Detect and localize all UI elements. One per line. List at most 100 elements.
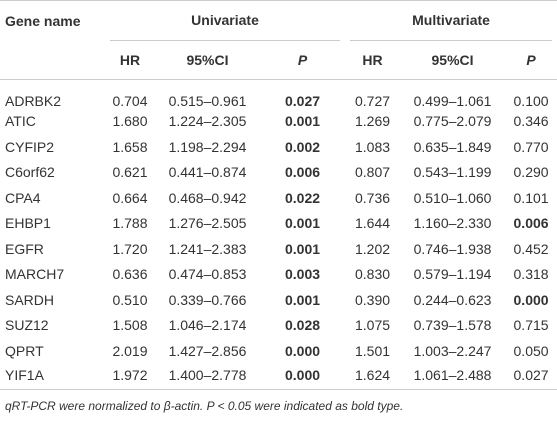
header-cell: Univariate xyxy=(110,1,341,41)
cell: 0.318 xyxy=(513,266,549,283)
cell: 0.664 xyxy=(112,189,148,206)
cell: 0.830 xyxy=(355,266,391,283)
cell: 0.474–0.853 xyxy=(168,266,247,283)
cell: 0.499–1.061 xyxy=(413,92,492,109)
cell: 1.972 xyxy=(112,367,148,383)
cell: 1.160–2.330 xyxy=(413,215,492,232)
cell: 1.720 xyxy=(112,240,148,257)
cell: 1.241–2.383 xyxy=(168,240,247,257)
cell: 0.002 xyxy=(284,138,321,155)
table-row: YIF1A 1.972 1.400–2.778 0.000 1.624 1.061–2.4… xyxy=(0,364,557,389)
cell: 1.198–2.294 xyxy=(168,138,247,155)
cell: 0.006 xyxy=(284,164,321,181)
cell: 1.269 xyxy=(355,113,391,130)
gene-name: CPA4 xyxy=(5,189,41,206)
cell: 0.028 xyxy=(284,317,321,334)
gene-name: YIF1A xyxy=(5,367,44,383)
cell: 0.510 xyxy=(112,291,148,308)
header-cell xyxy=(0,41,105,79)
cell: 0.022 xyxy=(284,189,321,206)
header-cell: 95%CI xyxy=(431,51,474,68)
cell: 0.003 xyxy=(284,266,321,283)
results-table: Gene name Univariate Multivariate HR 95%C… xyxy=(0,0,557,389)
cell: 0.000 xyxy=(284,342,321,359)
cell: 0.290 xyxy=(513,164,549,181)
table-header: Gene name Univariate Multivariate HR 95%C… xyxy=(0,0,557,79)
header-group: Multivariate xyxy=(345,1,557,41)
cell: 0.775–2.079 xyxy=(413,113,492,130)
gene-name: ATIC xyxy=(5,113,36,130)
cell: 0.727 xyxy=(355,92,391,109)
cell: 1.624 xyxy=(355,367,391,383)
cell: 0.001 xyxy=(284,291,321,308)
gene-name: SARDH xyxy=(5,291,55,308)
group-header-row: Gene name Univariate Multivariate xyxy=(0,0,557,41)
cell: 0.452 xyxy=(513,240,549,257)
cell: 0.579–1.194 xyxy=(413,266,492,283)
cell: 1.508 xyxy=(112,317,148,334)
header-cell: Multivariate xyxy=(350,1,553,41)
cell: 0.704 xyxy=(112,92,148,109)
cell: 1.046–2.174 xyxy=(168,317,247,334)
table-row: CPA4 0.664 0.468–0.942 0.022 0.736 0.510–1.06… xyxy=(0,185,557,211)
header-cell: P xyxy=(526,51,536,68)
cell: 0.100 xyxy=(513,92,549,109)
cell: 1.680 xyxy=(112,113,148,130)
cell: 1.658 xyxy=(112,138,148,155)
cell: 1.276–2.505 xyxy=(168,215,247,232)
cell: 0.739–1.578 xyxy=(413,317,492,334)
cell: 0.001 xyxy=(284,240,321,257)
gene-name: EHBP1 xyxy=(5,215,51,232)
cell: 1.083 xyxy=(355,138,391,155)
table-row: MARCH7 0.636 0.474–0.853 0.003 0.830 0.579–1.… xyxy=(0,262,557,288)
table-row: EHBP1 1.788 1.276–2.505 0.001 1.644 1.160–2.3… xyxy=(0,211,557,237)
cell: 0.441–0.874 xyxy=(168,164,247,181)
table-row: SUZ12 1.508 1.046–2.174 0.028 1.075 0.739–1.5… xyxy=(0,313,557,339)
cell: 0.770 xyxy=(513,138,549,155)
gene-name: CYFIP2 xyxy=(5,138,55,155)
table-row: ATIC 1.680 1.224–2.305 0.001 1.269 0.775–2.07… xyxy=(0,109,557,135)
cell: 0.390 xyxy=(355,291,391,308)
sub-header-row: HR 95%CI P HR 95%CI P xyxy=(0,41,557,79)
cell: 0.635–1.849 xyxy=(413,138,492,155)
table-row: CYFIP2 1.658 1.198–2.294 0.002 1.083 0.635–1.… xyxy=(0,134,557,160)
cell: 0.746–1.938 xyxy=(413,240,492,257)
cell: 0.027 xyxy=(284,92,321,109)
header-group: Univariate xyxy=(105,1,345,41)
gene-name: MARCH7 xyxy=(5,266,65,283)
table-row: ADRBK2 0.704 0.515–0.961 0.027 0.727 0.499–1.… xyxy=(0,79,557,109)
gene-name: SUZ12 xyxy=(5,317,49,334)
gene-name: ADRBK2 xyxy=(5,92,62,109)
cell: 0.050 xyxy=(513,342,549,359)
cell: 0.736 xyxy=(355,189,391,206)
cell: 0.027 xyxy=(513,367,549,383)
gene-name: EGFR xyxy=(5,240,44,257)
header-cell: HR xyxy=(362,51,383,68)
cell: 1.427–2.856 xyxy=(168,342,247,359)
footnote: qRT-PCR were normalized to β-actin. P < … xyxy=(5,398,404,413)
cell: 2.019 xyxy=(112,342,148,359)
cell: 1.501 xyxy=(355,342,391,359)
table-row: EGFR 1.720 1.241–2.383 0.001 1.202 0.746–1.93… xyxy=(0,236,557,262)
cell: 1.003–2.247 xyxy=(413,342,492,359)
table-row: SARDH 0.510 0.339–0.766 0.001 0.390 0.244–0.6… xyxy=(0,287,557,313)
cell: 1.644 xyxy=(355,215,391,232)
cell: 1.400–2.778 xyxy=(168,367,247,383)
cell: 0.000 xyxy=(284,367,321,383)
cell: 1.202 xyxy=(355,240,391,257)
header-cell: P xyxy=(297,51,308,68)
cell: 0.001 xyxy=(284,215,321,232)
cell: 0.006 xyxy=(513,215,549,232)
gene-name: QPRT xyxy=(5,342,44,359)
cell: 0.339–0.766 xyxy=(168,291,247,308)
cell: 1.061–2.488 xyxy=(413,367,492,383)
cell: 0.001 xyxy=(284,113,321,130)
cell: 0.543–1.199 xyxy=(413,164,492,181)
cell: 0.000 xyxy=(513,291,549,308)
cell: 0.510–1.060 xyxy=(413,189,492,206)
table-row: QPRT 2.019 1.427–2.856 0.000 1.501 1.003–2.24… xyxy=(0,338,557,364)
header-cell: 95%CI xyxy=(186,51,229,68)
cell: 0.636 xyxy=(112,266,148,283)
cell: 0.715 xyxy=(513,317,549,334)
